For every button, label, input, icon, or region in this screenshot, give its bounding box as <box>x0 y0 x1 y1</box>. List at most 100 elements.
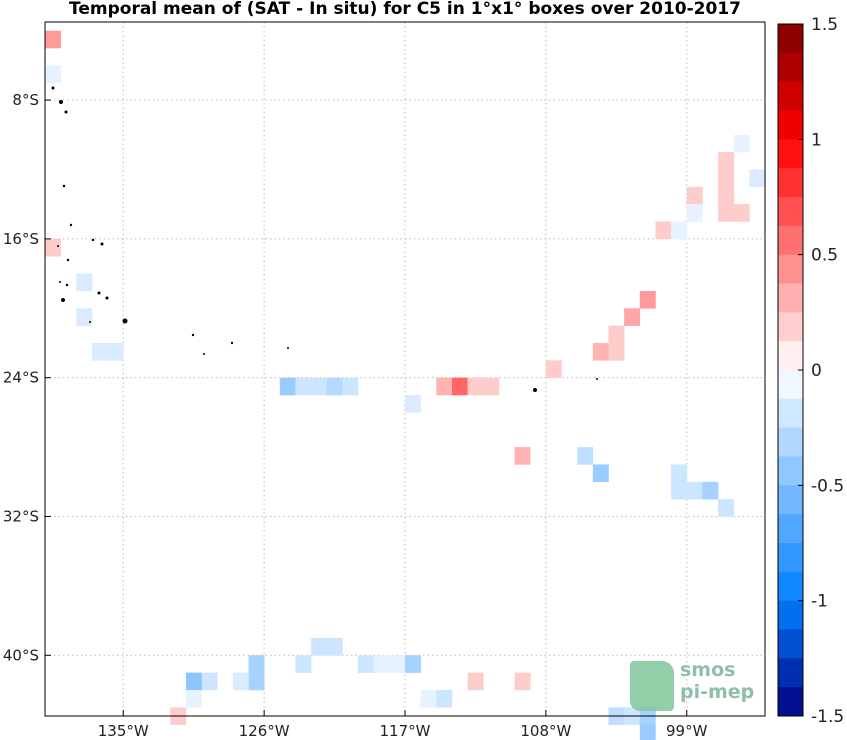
data-cell <box>311 377 328 396</box>
data-cell <box>76 308 93 326</box>
island <box>287 347 289 349</box>
logo-text-smos: smos <box>680 659 736 681</box>
data-cell <box>76 273 93 292</box>
colorbar-tick-label: 0 <box>811 361 822 381</box>
data-cell <box>45 30 61 49</box>
colorbar-segment <box>778 600 803 630</box>
data-cell <box>373 655 390 673</box>
colorbar-segment <box>778 687 803 717</box>
data-cells <box>45 30 766 740</box>
colorbar-segment <box>778 398 803 429</box>
data-cell <box>514 447 531 465</box>
data-cell <box>608 342 625 361</box>
x-tick-label: 126°W <box>239 722 290 740</box>
y-tick-label: 40°S <box>3 646 39 664</box>
colorbar: 1.5 1 0.5 0 -0.5 -1 -1.5 <box>777 15 844 727</box>
data-cell <box>483 377 500 396</box>
colorbar-segment <box>778 197 803 227</box>
data-cell <box>686 204 703 222</box>
island <box>62 184 66 188</box>
colorbar-segment <box>778 571 803 602</box>
data-cell <box>686 481 703 500</box>
y-tick-label: 8°S <box>12 91 39 109</box>
x-tick-label: 99°W <box>666 722 708 740</box>
data-cell <box>545 360 562 378</box>
x-tick-label: 117°W <box>380 722 431 740</box>
data-cell <box>718 169 734 188</box>
data-cell <box>107 342 124 361</box>
colorbar-tick-label: 1.5 <box>811 15 838 35</box>
data-cell <box>718 204 734 222</box>
island <box>203 353 205 355</box>
data-cell <box>624 308 641 326</box>
data-cell <box>639 724 656 740</box>
colorbar-segment <box>778 456 803 486</box>
colorbar-segment <box>778 225 803 256</box>
data-cell <box>733 204 750 222</box>
island <box>91 238 95 242</box>
logo-mark-icon <box>630 661 674 711</box>
colorbar-tick-label: 0.5 <box>811 246 838 266</box>
data-cell <box>326 377 343 396</box>
data-cell <box>311 637 328 656</box>
data-cell <box>702 481 719 500</box>
island <box>105 296 109 300</box>
colorbar-segment <box>778 52 803 83</box>
island <box>59 281 61 283</box>
data-cell <box>467 672 484 691</box>
data-cell <box>718 152 734 170</box>
data-cell <box>248 672 265 691</box>
colorbar-tick-label: -1 <box>811 592 828 612</box>
colorbar-segment <box>778 283 803 313</box>
island <box>191 333 195 337</box>
island <box>51 86 55 90</box>
colorbar-segment <box>778 543 803 573</box>
island <box>100 242 104 246</box>
data-cell <box>436 689 453 708</box>
data-cell <box>577 447 594 465</box>
data-cell <box>232 672 249 691</box>
colorbar-segment <box>778 139 803 169</box>
island <box>596 378 598 380</box>
data-cell <box>608 325 625 344</box>
islands <box>51 86 598 392</box>
data-cell <box>405 655 421 673</box>
colorbar-segment <box>778 658 803 688</box>
colorbar-tick-label: -0.5 <box>811 476 844 496</box>
island <box>64 110 68 114</box>
data-cell <box>671 481 688 500</box>
colorbar-segment <box>778 312 803 342</box>
data-cell <box>671 464 688 483</box>
y-tick-label: 32°S <box>3 507 39 525</box>
data-cell <box>749 169 766 188</box>
data-cell <box>248 655 265 673</box>
colorbar-segment <box>778 370 803 400</box>
data-cell <box>514 672 531 691</box>
x-tick-label: 135°W <box>98 722 149 740</box>
smos-pimep-logo: smos pi-mep <box>630 655 760 715</box>
data-cell <box>467 377 484 396</box>
data-cell <box>655 221 672 240</box>
island <box>61 298 65 302</box>
island <box>230 341 234 345</box>
y-tick-label: 24°S <box>3 369 39 387</box>
colorbar-segment <box>778 168 803 198</box>
island <box>65 283 69 287</box>
map-title: Temporal mean of (SAT - In situ) for C5 … <box>69 0 741 19</box>
data-cell <box>389 655 406 673</box>
colorbar-segment <box>778 485 803 515</box>
data-cell <box>185 672 202 691</box>
data-cell <box>436 377 453 396</box>
data-cell <box>451 377 468 396</box>
island <box>533 388 537 392</box>
island <box>69 223 73 227</box>
island <box>122 318 128 324</box>
colorbar-segment <box>778 514 803 544</box>
y-tick-label: 16°S <box>3 230 39 248</box>
data-cell <box>342 377 359 396</box>
data-cell <box>279 377 296 396</box>
island <box>66 258 70 262</box>
data-cell <box>639 290 656 309</box>
data-cell <box>718 499 734 517</box>
